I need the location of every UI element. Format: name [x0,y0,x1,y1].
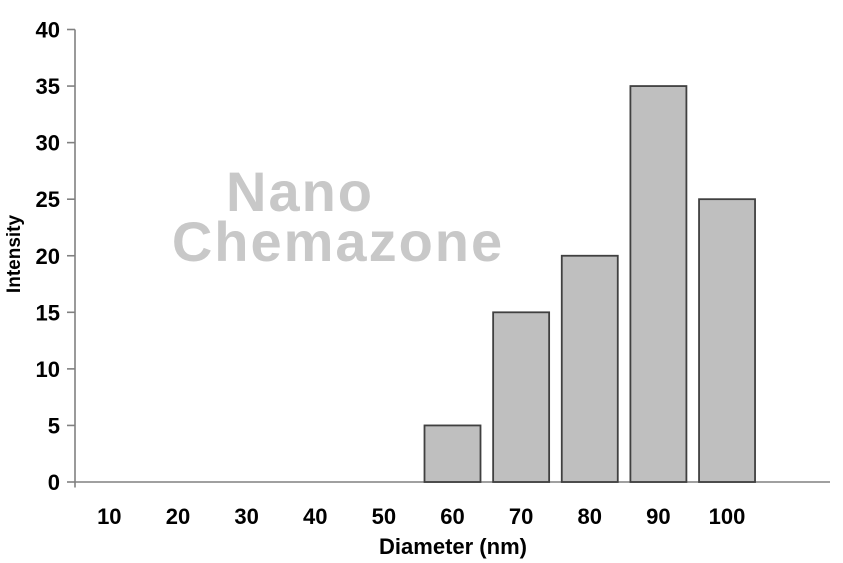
y-tick-label: 40 [36,18,60,43]
bar-100 [698,198,756,483]
x-tick-label: 40 [303,504,327,529]
y-tick-label: 25 [36,187,60,212]
y-tick-label: 5 [48,413,60,438]
plot-area: 0 5 10 15 20 25 30 35 40 10 20 30 40 50 60 70 80 90 100 [36,18,830,529]
x-tick-label: 50 [372,504,396,529]
bar-70 [492,311,551,483]
watermark-line2: Chemazone [172,210,504,273]
x-tick-label: 100 [709,504,746,529]
y-tick-label: 20 [36,244,60,269]
y-axis-title: Intensity [4,215,25,294]
y-tick-label: 15 [36,300,60,325]
y-tick-label: 0 [48,470,60,495]
bar-90 [629,85,688,483]
watermark: Nano Chemazone [172,160,504,273]
watermark-line1: Nano [226,160,374,223]
y-tick-label: 35 [36,74,60,99]
x-axis-title: Diameter (nm) [379,534,527,559]
y-tick-label: 30 [36,131,60,156]
x-tick-label: 90 [646,504,670,529]
y-tick-label: 10 [36,357,60,382]
x-tick-label: 70 [509,504,533,529]
bar-80 [560,254,619,483]
bar-60 [423,424,482,483]
x-tick-label: 10 [97,504,121,529]
x-tick-label: 30 [234,504,258,529]
x-tick-label: 60 [440,504,464,529]
x-tick-label: 20 [166,504,190,529]
x-tick-label: 80 [578,504,602,529]
